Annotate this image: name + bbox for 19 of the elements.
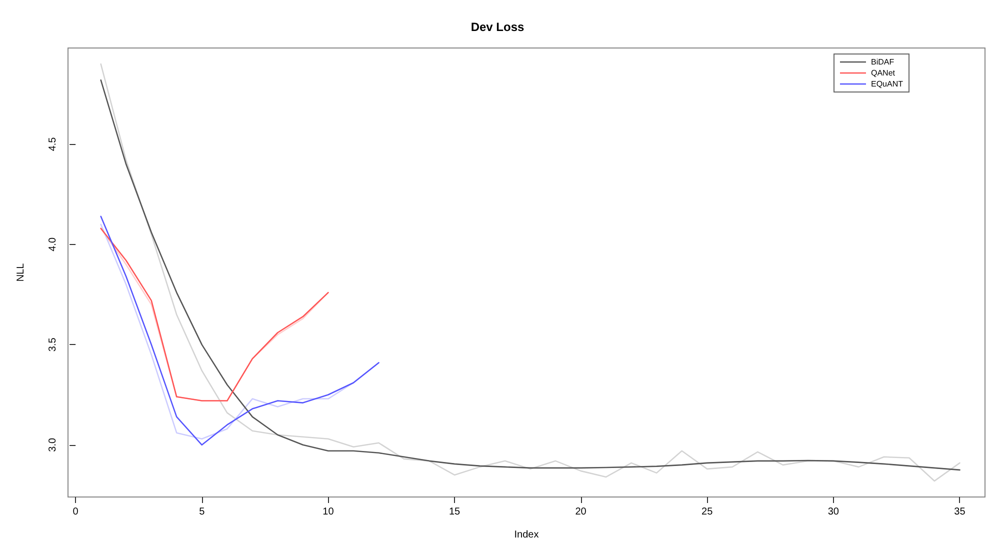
x-axis-title: Index — [514, 530, 539, 540]
x-tick-label: 10 — [322, 506, 334, 518]
x-tick-label: 35 — [954, 506, 966, 518]
x-tick-label: 15 — [448, 506, 461, 518]
x-tick-label: 30 — [828, 506, 840, 518]
legend-label: QANet — [870, 68, 896, 78]
y-tick-label: 3.0 — [48, 437, 58, 452]
x-tick-label: 25 — [702, 506, 714, 518]
x-tick-label: 0 — [72, 506, 79, 518]
x-tick-label: 5 — [199, 506, 206, 518]
x-tick-label: 20 — [575, 506, 587, 518]
legend-label: EQuANT — [870, 80, 904, 88]
chart-title: Dev Loss — [470, 20, 524, 34]
y-axis-title: NLL — [16, 262, 26, 282]
line-series — [100, 228, 329, 402]
y-tick-label: 4.5 — [48, 136, 58, 152]
y-tick-label: 4.0 — [48, 237, 58, 252]
y-tick-label: 3.5 — [48, 337, 58, 352]
legend-label: BiDAF — [870, 58, 894, 66]
